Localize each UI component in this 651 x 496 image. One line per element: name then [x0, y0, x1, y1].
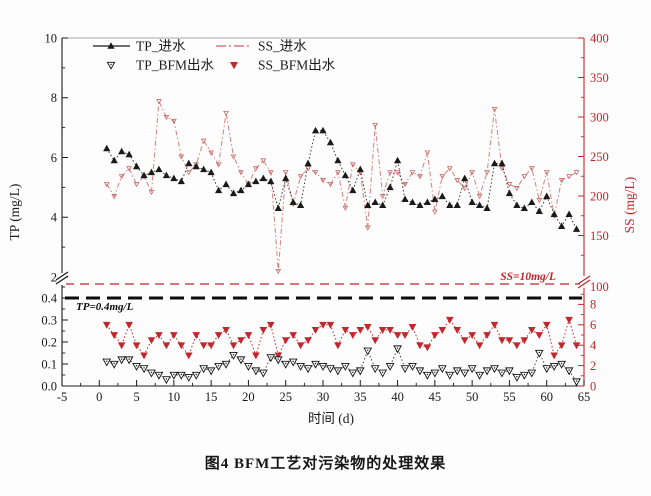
svg-text:65: 65 — [578, 390, 591, 404]
svg-text:4: 4 — [590, 339, 597, 353]
ref-line-tp: TP=0.4mg/L — [65, 296, 582, 313]
svg-text:5: 5 — [133, 390, 139, 404]
svg-text:0.0: 0.0 — [41, 379, 57, 393]
figure4-chart: -5 0 5 10 15 20 25 30 35 40 45 50 55 60 65 时间 (d) 2 4 6 8 10… — [7, 31, 637, 426]
plot-frame — [61, 37, 585, 387]
svg-text:20: 20 — [242, 390, 255, 404]
svg-text:4: 4 — [51, 211, 58, 225]
figure-caption: 图4 BFM工艺对污染物的处理效果 — [204, 456, 447, 472]
svg-text:400: 400 — [590, 31, 609, 45]
svg-text:时间 (d): 时间 (d) — [308, 411, 354, 426]
svg-text:SS_进水: SS_进水 — [258, 39, 307, 54]
svg-text:SS=10mg/L: SS=10mg/L — [500, 271, 556, 283]
svg-text:250: 250 — [590, 150, 609, 164]
ref-line-ss: SS=10mg/L — [65, 271, 582, 285]
svg-text:40: 40 — [391, 390, 404, 404]
svg-text:2: 2 — [51, 270, 57, 284]
svg-text:0.3: 0.3 — [41, 313, 57, 327]
legend: TP_进水 TP_BFM出水 SS_进水 SS_BFM出水 — [93, 39, 336, 73]
svg-text:35: 35 — [354, 390, 367, 404]
svg-text:8: 8 — [51, 91, 57, 105]
svg-text:6: 6 — [51, 151, 57, 165]
svg-text:TP_BFM出水: TP_BFM出水 — [136, 58, 215, 73]
svg-text:TP=0.4mg/L: TP=0.4mg/L — [76, 301, 134, 313]
svg-text:30: 30 — [317, 390, 330, 404]
series-tp-influent — [103, 126, 581, 232]
y-axis-left: 2 4 6 8 10 0.0 0.1 0.2 0.3 0.4 TP (mg/L) — [7, 31, 68, 393]
svg-text:150: 150 — [590, 229, 609, 243]
svg-text:TP (mg/L): TP (mg/L) — [7, 184, 22, 241]
svg-text:60: 60 — [540, 390, 553, 404]
series-tp-effluent — [102, 345, 581, 387]
svg-text:8: 8 — [590, 298, 596, 312]
x-axis: -5 0 5 10 15 20 25 30 35 40 45 50 55 60 65 时间 (d) — [57, 380, 590, 426]
svg-text:SS_BFM出水: SS_BFM出水 — [258, 58, 336, 73]
svg-text:25: 25 — [279, 390, 292, 404]
svg-text:350: 350 — [590, 71, 609, 85]
svg-text:300: 300 — [590, 110, 609, 124]
svg-text:0.1: 0.1 — [41, 357, 57, 371]
series-ss-influent — [103, 99, 580, 275]
svg-text:0.4: 0.4 — [41, 291, 57, 305]
axis-breaks — [55, 271, 591, 289]
svg-text:0.2: 0.2 — [41, 335, 57, 349]
svg-text:10: 10 — [168, 390, 181, 404]
svg-text:100: 100 — [590, 280, 609, 294]
svg-text:0: 0 — [96, 390, 102, 404]
svg-text:15: 15 — [205, 390, 218, 404]
svg-text:2: 2 — [590, 359, 596, 373]
svg-text:TP_进水: TP_进水 — [136, 39, 186, 54]
y-axis-right: 100 150 200 250 300 350 400 0 2 4 6 8 SS (mg/L) — [578, 31, 637, 393]
svg-text:10: 10 — [45, 31, 58, 45]
svg-text:-5: -5 — [57, 390, 67, 404]
svg-text:0: 0 — [590, 379, 596, 393]
svg-text:55: 55 — [503, 390, 516, 404]
svg-text:SS (mg/L): SS (mg/L) — [622, 177, 637, 234]
svg-text:200: 200 — [590, 189, 609, 203]
svg-text:45: 45 — [429, 390, 442, 404]
svg-text:6: 6 — [590, 318, 596, 332]
series-ss-effluent — [102, 316, 581, 360]
svg-text:50: 50 — [466, 390, 479, 404]
